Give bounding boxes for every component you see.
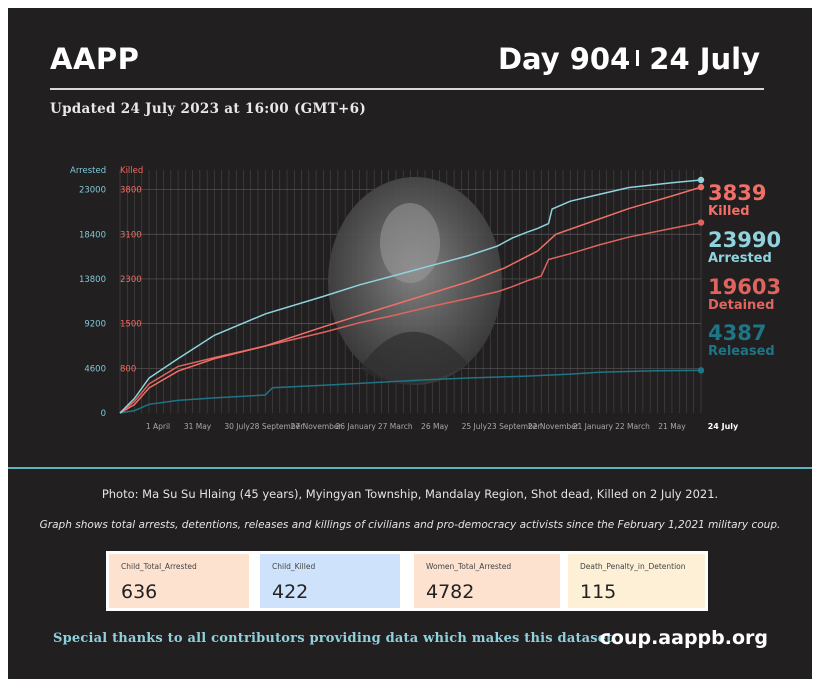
- total-label-released: Released: [708, 344, 775, 359]
- x-tick-label: 26 January: [336, 422, 377, 431]
- x-tick-label: 23 September: [487, 422, 541, 431]
- infographic-card: AAPP Day 904 24 July Updated 24 July 2023…: [8, 8, 812, 679]
- right-tick-label: 1500: [120, 320, 142, 330]
- portrait-photo: [328, 177, 502, 385]
- series-line-detained: [119, 221, 702, 414]
- stat-value: 636: [121, 581, 158, 603]
- total-value-detained: 19603: [708, 275, 781, 299]
- series-line-arrested: [119, 179, 702, 414]
- x-tick-label: 22 March: [615, 422, 650, 431]
- series-endpoint-arrested: [697, 176, 705, 184]
- day-counter: Day 904 24 July: [498, 42, 760, 76]
- stat-card-death-penalty: Death_Penalty_in_Detention 115: [568, 554, 705, 608]
- stat-value: 422: [272, 581, 309, 603]
- day-separator: [636, 50, 640, 66]
- x-tick-label: 22 November: [528, 422, 580, 431]
- stat-card-child-arrested: Child_Total_Arrested 636: [109, 554, 249, 608]
- left-tick-label: 13800: [79, 275, 106, 285]
- left-axis: Arrested 0 4600 9200 13800 18400 23000: [70, 166, 106, 419]
- x-tick-label: 21 May: [658, 422, 686, 431]
- x-tick-label: 25 July: [462, 422, 488, 431]
- thanks-note: Special thanks to all contributors provi…: [53, 631, 618, 646]
- cumulative-chart: Arrested 0 4600 9200 13800 18400 23000 Killed 8…: [70, 166, 781, 431]
- graph-note: Graph shows total arrests, detentions, r…: [39, 519, 781, 531]
- x-tick-label: 1 April: [146, 422, 170, 431]
- series-line-killed: [119, 186, 702, 414]
- total-label-arrested: Arrested: [708, 251, 772, 266]
- right-axis-title: Killed: [120, 166, 143, 176]
- total-label-detained: Detained: [708, 298, 774, 313]
- section-divider: [8, 467, 812, 469]
- stat-card-women-arrested: Women_Total_Arrested 4782: [414, 554, 560, 608]
- left-axis-title: Arrested: [70, 166, 106, 176]
- left-tick-label: 23000: [79, 186, 106, 196]
- total-value-released: 4387: [708, 321, 766, 345]
- series-endpoint-detained: [697, 219, 705, 226]
- x-tick-label: 31 May: [184, 422, 212, 431]
- right-tick-label: 3800: [120, 186, 142, 196]
- x-tick-label: 21 January: [573, 422, 614, 431]
- stat-value: 115: [580, 581, 617, 603]
- left-tick-label: 18400: [79, 230, 106, 240]
- left-tick-label: 9200: [84, 320, 106, 330]
- stats-strip: Child_Total_Arrested 636 Child_Killed 42…: [106, 551, 708, 611]
- x-tick-label: 26 May: [421, 422, 449, 431]
- series-lines: [119, 176, 705, 414]
- stat-label: Death_Penalty_in_Detention: [580, 562, 686, 571]
- stat-label: Child_Total_Arrested: [121, 562, 197, 571]
- stat-card-child-killed: Child_Killed 422: [260, 554, 400, 608]
- right-axis: Killed 800 1500 2300 3100 3800: [120, 166, 143, 374]
- left-tick-label: 4600: [84, 364, 106, 374]
- x-tick-label: 30 July: [224, 422, 250, 431]
- updated-timestamp: Updated 24 July 2023 at 16:00 (GMT+6): [50, 101, 367, 117]
- series-line-released: [119, 369, 702, 414]
- left-tick-label: 0: [101, 409, 106, 419]
- total-value-arrested: 23990: [708, 228, 781, 252]
- right-tick-label: 3100: [120, 230, 142, 240]
- stat-label: Women_Total_Arrested: [426, 562, 512, 571]
- header-rule: [50, 88, 764, 90]
- stat-label: Child_Killed: [272, 562, 316, 571]
- total-value-killed: 3839: [708, 181, 766, 205]
- x-tick-label: 28 September: [250, 422, 304, 431]
- org-title: AAPP: [50, 42, 140, 76]
- site-url[interactable]: coup.aappb.org: [599, 627, 768, 649]
- x-tick-label: 27 November: [291, 422, 343, 431]
- day-number: Day 904: [497, 42, 631, 76]
- x-end-label: 24 July: [708, 422, 739, 431]
- stat-value: 4782: [426, 581, 475, 603]
- total-label-killed: Killed: [708, 204, 750, 219]
- series-endpoint-released: [697, 367, 705, 374]
- right-tick-label: 800: [120, 364, 136, 374]
- day-date: 24 July: [649, 42, 760, 76]
- x-tick-label: 27 March: [378, 422, 413, 431]
- right-tick-label: 2300: [120, 275, 142, 285]
- photo-caption: Photo: Ma Su Su Hlaing (45 years), Mying…: [101, 487, 719, 501]
- series-endpoint-killed: [697, 183, 705, 191]
